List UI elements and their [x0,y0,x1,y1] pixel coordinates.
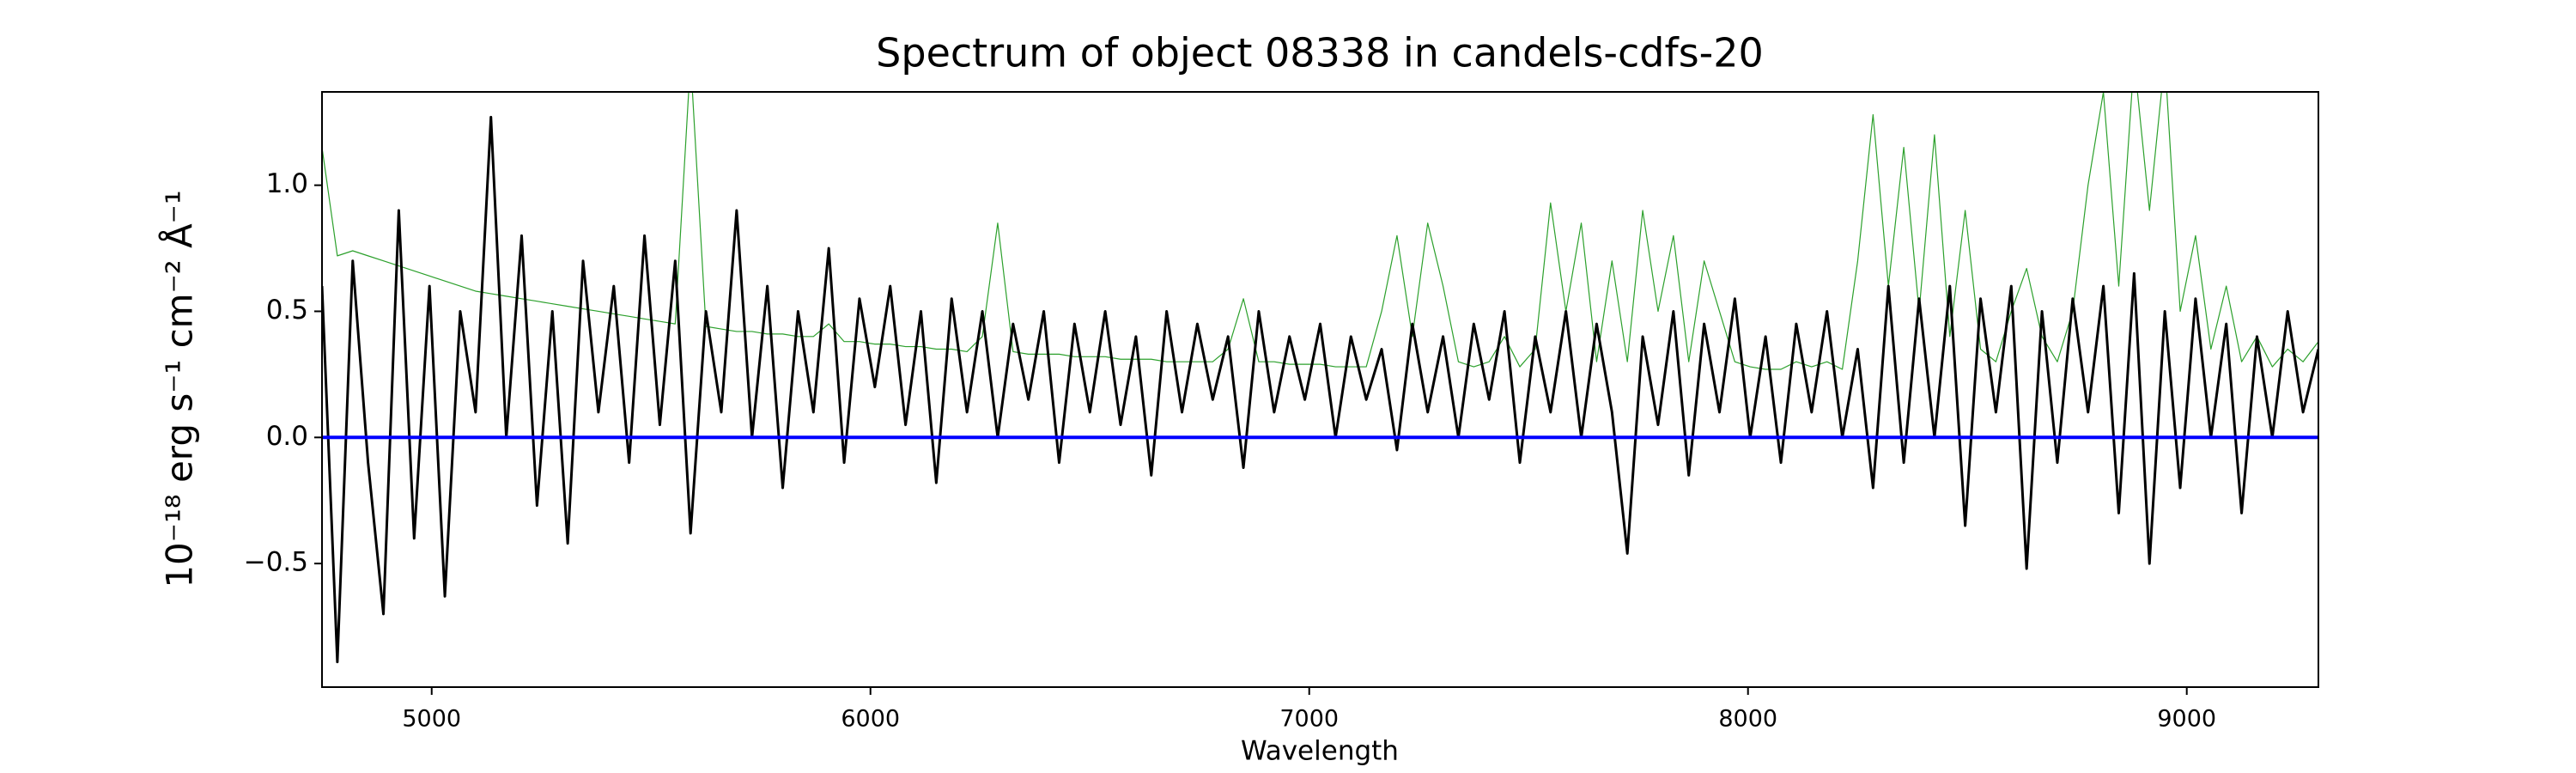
axes-frame [321,91,2319,688]
y-axis-label: 10⁻¹⁸ erg s⁻¹ cm⁻² Å⁻¹ [158,190,201,587]
y-tick-label: −0.5 [244,547,308,578]
x-tick-label: 5000 [402,706,461,733]
x-tick-label: 8000 [1718,706,1777,733]
spectrum-line [322,92,2318,370]
x-tick-label: 9000 [2157,706,2216,733]
plot-area [322,92,2318,664]
y-tick-label: 0.0 [266,421,308,452]
chart-title: Spectrum of object 08338 in candels-cdfs… [876,30,1764,76]
x-tick-label: 7000 [1279,706,1339,733]
spectrum-line [322,115,2318,664]
y-tick-label: 1.0 [266,168,308,199]
x-axis-label: Wavelength [1241,736,1399,767]
x-tick-label: 6000 [841,706,900,733]
y-tick-label: 0.5 [266,295,308,326]
axes: 5000 6000 7000 8000 9000 −0.5 0.0 0.5 1.0 [244,168,2216,732]
